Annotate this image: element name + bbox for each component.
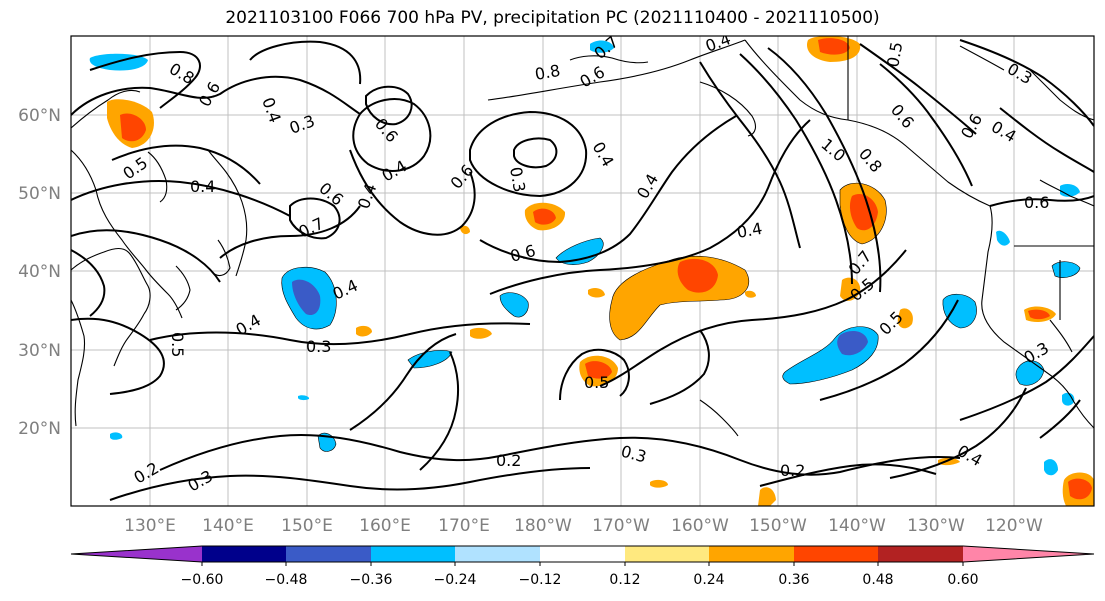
lon-label: 140°E [202, 516, 254, 536]
contour-label: 0.2 [496, 451, 521, 470]
colorbar-segment [286, 546, 371, 562]
colorbar: −0.60 −0.48 −0.36 −0.24 −0.12 0.12 0.24 … [70, 545, 1095, 588]
longitude-labels: 130°E 140°E 150°E 160°E 170°E 180°W 170°… [124, 516, 1043, 536]
contour-label: 0.5 [883, 40, 906, 68]
colorbar-segment [794, 546, 878, 562]
latitude-labels: 60°N 50°N 40°N 30°N 20°N [18, 106, 61, 439]
colorbar-segment [625, 546, 709, 562]
lon-label: 150°W [749, 516, 807, 536]
lon-label: 130°E [124, 516, 176, 536]
colorbar-ticks [201, 562, 964, 566]
lon-label: 170°E [438, 516, 490, 536]
contour-label: 0.5 [584, 373, 609, 392]
colorbar-tick-label: 0.60 [947, 572, 978, 588]
colorbar-segment [455, 546, 540, 562]
lon-label: 160°W [671, 516, 729, 536]
pv-contours [71, 39, 1094, 501]
colorbar-segment [540, 546, 625, 562]
lon-label: 130°W [907, 516, 965, 536]
colorbar-tick-label: −0.36 [350, 572, 393, 588]
contour-label: 0.3 [306, 337, 331, 356]
colorbar-extend-min [71, 546, 202, 562]
map-frame [70, 35, 1095, 507]
contour-label: 0.4 [190, 177, 215, 196]
lon-label: 180°W [514, 516, 572, 536]
lon-label: 150°E [281, 516, 333, 536]
lat-label: 20°N [18, 419, 61, 439]
colorbar-tick-label: −0.60 [181, 572, 224, 588]
colorbar-tick-label: −0.48 [265, 572, 308, 588]
colorbar-tick-label: 0.24 [693, 572, 724, 588]
colorbar-segment [371, 546, 455, 562]
contour-label: 0.2 [780, 461, 805, 480]
lat-label: 50°N [18, 184, 61, 204]
chart-title: 2021103100 F066 700 hPa PV, precipitatio… [225, 8, 880, 28]
lat-label: 30°N [18, 341, 61, 361]
colorbar-tick-label: −0.24 [434, 572, 477, 588]
lat-label: 60°N [18, 106, 61, 126]
lat-label: 40°N [18, 262, 61, 282]
colorbar-segment [878, 546, 963, 562]
precip-positive [107, 36, 1094, 506]
colorbar-tick-label: 0.36 [778, 572, 809, 588]
contour-label: 0.8 [533, 61, 561, 84]
contour-label: 0.3 [506, 165, 529, 193]
contour-label: 0.5 [168, 332, 187, 357]
colorbar-tick-label: −0.12 [519, 572, 562, 588]
colorbar-segment [709, 546, 794, 562]
lon-label: 120°W [985, 516, 1043, 536]
contour-label: 0.6 [1024, 193, 1049, 212]
coastlines [71, 36, 1094, 437]
lon-label: 170°W [592, 516, 650, 536]
lon-label: 140°W [828, 516, 886, 536]
colorbar-tick-label: 0.12 [609, 572, 640, 588]
colorbar-tick-label: 0.48 [862, 572, 893, 588]
colorbar-segment [202, 546, 286, 562]
lon-label: 160°E [359, 516, 411, 536]
colorbar-extend-max [963, 546, 1094, 562]
contour-label: 0.4 [735, 219, 763, 242]
colorbar-segments [70, 545, 1095, 563]
